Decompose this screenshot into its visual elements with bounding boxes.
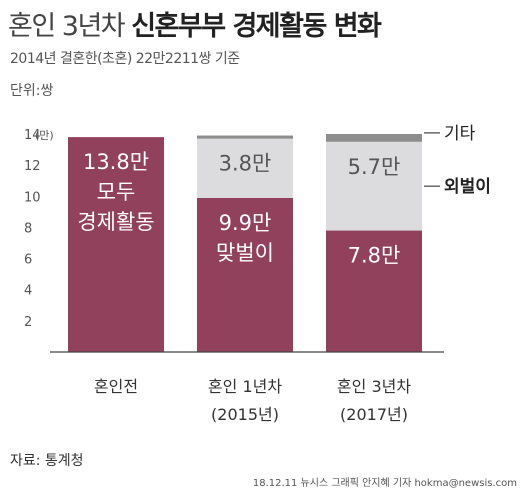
- legend-label: 기타: [444, 124, 476, 144]
- y-tick-label: 10: [24, 190, 41, 205]
- credit-line: 18.12.11 뉴시스 그래픽 안지혜 기자 hokma@newsis.com: [252, 478, 517, 489]
- x-category-label: 혼인 3년차: [337, 377, 411, 396]
- chart-subtitle: 2014년 결혼한(초혼) 22만2211쌍 기준: [10, 51, 240, 67]
- x-category-label: 혼인 1년차: [208, 377, 282, 396]
- bar-value-label: 경제활동: [77, 210, 154, 234]
- title-strong: 신혼부부 경제활동 변화: [131, 11, 382, 42]
- y-tick-label: 2: [24, 315, 32, 330]
- bar-segment: [326, 141, 422, 231]
- bar-value-label: 13.8만: [83, 150, 149, 174]
- bar-value-label: 9.9만: [219, 211, 272, 235]
- legend-label: 외벌이: [444, 177, 491, 197]
- y-tick-label: 6: [24, 253, 32, 268]
- bar-value-label: 3.8만: [219, 152, 272, 176]
- bar-segment: [326, 134, 422, 142]
- bar-value-label: 7.8만: [348, 244, 401, 268]
- x-category-sublabel: (2015년): [211, 405, 279, 424]
- bar-segment: [197, 135, 293, 139]
- bar-value-label: 5.7만: [348, 155, 401, 179]
- y-tick-label: 12: [24, 159, 41, 174]
- chart-title: 혼인 3년차 신혼부부 경제활동 변화: [8, 4, 382, 43]
- bar-segment: [68, 137, 164, 352]
- title-prefix: 혼인 3년차: [8, 11, 132, 42]
- y-tick-label: 4: [24, 284, 32, 299]
- bar-segment: [197, 138, 293, 198]
- bar-segment: [326, 230, 422, 352]
- y-axis-unit: (만): [35, 129, 54, 142]
- bar-value-label: 맞벌이: [216, 241, 274, 265]
- x-category-sublabel: (2017년): [340, 405, 408, 424]
- source-note: 자료: 통계청: [10, 453, 84, 469]
- unit-label: 단위:쌍: [10, 83, 54, 99]
- bar-segment: [197, 197, 293, 352]
- y-tick-label: 8: [24, 221, 32, 236]
- y-tick-label: 14: [24, 128, 41, 143]
- bar-value-label: 모두: [97, 180, 136, 204]
- x-category-label: 혼인전: [94, 377, 138, 396]
